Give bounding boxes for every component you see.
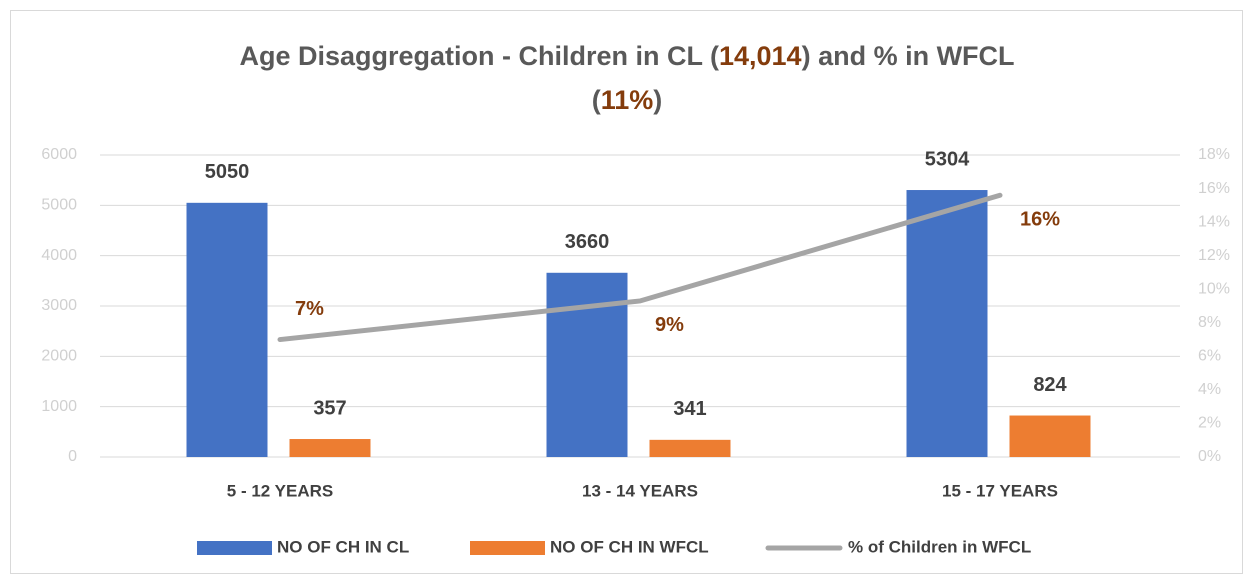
title-part: ) and % in WFCL <box>802 41 1015 71</box>
y-tick-label: 2000 <box>41 348 77 365</box>
data-label: 357 <box>313 397 346 419</box>
title-part: ) <box>653 85 662 115</box>
data-label: 7% <box>295 298 324 320</box>
legend-swatch <box>470 541 545 555</box>
data-label: 16% <box>1020 209 1060 231</box>
legend-label: % of Children in WFCL <box>848 537 1031 556</box>
y-tick-label: 4000 <box>41 247 77 264</box>
legend-label: NO OF CH IN WFCL <box>550 537 709 556</box>
title-part: ( <box>592 85 601 115</box>
y2-tick-label: 18% <box>1198 146 1230 163</box>
data-label: 824 <box>1033 374 1067 396</box>
x-tick-label: 5 - 12 YEARS <box>227 481 333 500</box>
y2-tick-label: 4% <box>1198 381 1221 398</box>
y2-tick-label: 8% <box>1198 314 1221 331</box>
title-part: 14,014 <box>719 41 802 71</box>
y2-tick-label: 0% <box>1198 448 1221 465</box>
y2-tick-label: 16% <box>1198 180 1230 197</box>
bar <box>906 190 988 458</box>
y2-tick-label: 2% <box>1198 415 1221 432</box>
bar <box>1009 415 1091 457</box>
chart-title: Age Disaggregation - Children in CL (14,… <box>239 41 1014 71</box>
y-tick-label: 0 <box>68 448 77 465</box>
y2-tick-label: 12% <box>1198 247 1230 264</box>
y2-tick-label: 14% <box>1198 213 1230 230</box>
y2-tick-label: 10% <box>1198 280 1230 297</box>
x-tick-label: 13 - 14 YEARS <box>582 481 698 500</box>
legend-label: NO OF CH IN CL <box>277 537 409 556</box>
data-label: 9% <box>655 314 684 336</box>
bar <box>186 202 268 457</box>
y-tick-label: 1000 <box>41 398 77 415</box>
x-tick-label: 15 - 17 YEARS <box>942 481 1058 500</box>
data-label: 5304 <box>925 148 970 170</box>
bar <box>546 272 628 457</box>
data-label: 5050 <box>205 161 250 183</box>
title-part: Age Disaggregation - Children in CL ( <box>239 41 719 71</box>
bar <box>649 439 731 457</box>
data-label: 341 <box>673 398 706 420</box>
chart-title: (11%) <box>592 85 663 115</box>
bar <box>289 439 371 457</box>
y-tick-label: 3000 <box>41 297 77 314</box>
y-tick-label: 5000 <box>41 197 77 214</box>
y-tick-label: 6000 <box>41 146 77 163</box>
title-part: 11% <box>601 85 654 115</box>
data-label: 3660 <box>565 231 610 253</box>
line <box>277 192 1003 343</box>
y2-tick-label: 6% <box>1198 348 1221 365</box>
legend-swatch <box>197 541 272 555</box>
